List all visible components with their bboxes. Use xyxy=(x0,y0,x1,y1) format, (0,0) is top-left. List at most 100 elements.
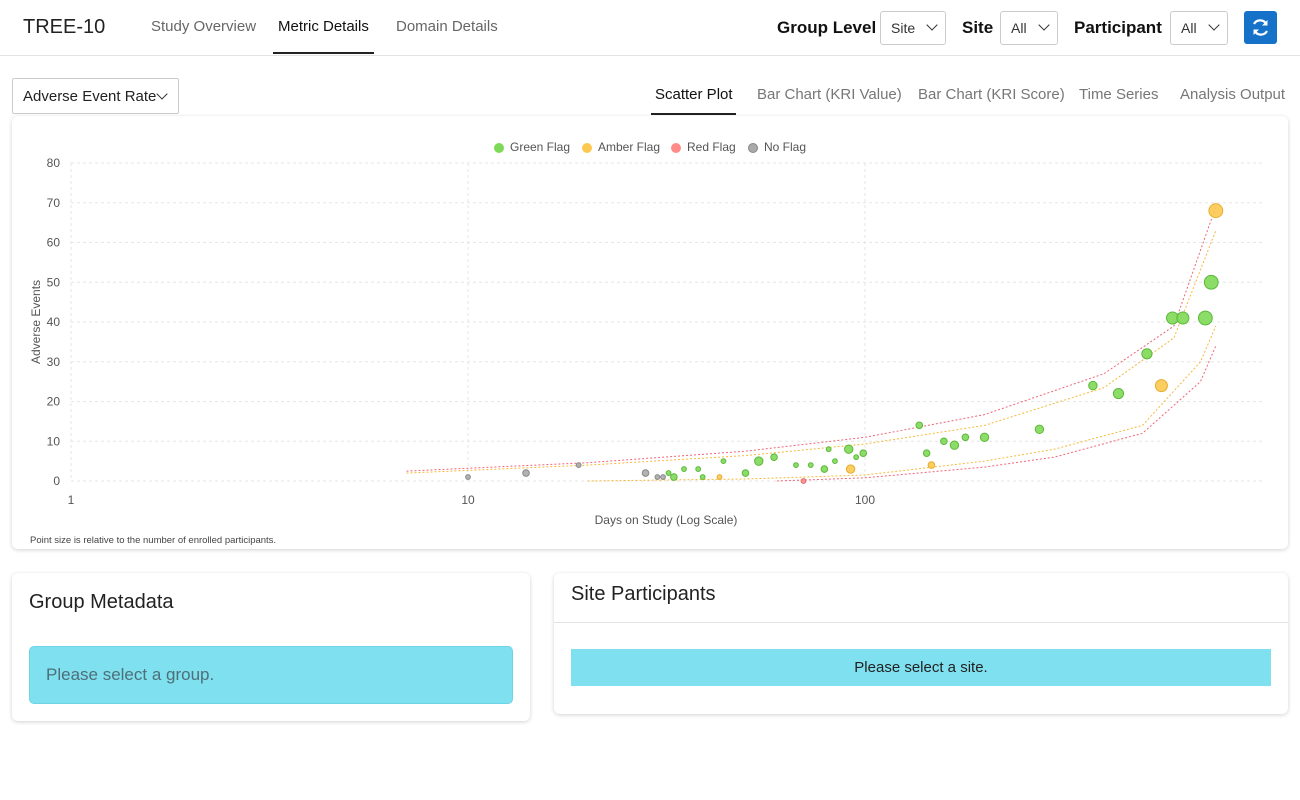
group-metadata-card: Group Metadata Please select a group. xyxy=(12,573,530,721)
data-point[interactable] xyxy=(961,433,970,442)
x-tick-label: 1 xyxy=(68,493,75,507)
chevron-down-icon xyxy=(1208,19,1220,31)
legend-label[interactable]: Red Flag xyxy=(687,140,736,154)
data-point[interactable] xyxy=(1208,203,1224,219)
data-point[interactable] xyxy=(853,454,860,461)
data-point[interactable] xyxy=(465,474,471,480)
data-point[interactable] xyxy=(522,469,530,477)
y-axis-label: Adverse Events xyxy=(29,280,43,364)
data-point[interactable] xyxy=(770,453,778,461)
data-point[interactable] xyxy=(665,470,672,476)
data-point[interactable] xyxy=(670,473,678,481)
legend-marker xyxy=(494,143,504,153)
top-navbar: TREE-10 Study Overview Metric Details Do… xyxy=(0,0,1300,56)
data-point[interactable] xyxy=(825,446,832,453)
tab-scatter-plot[interactable]: Scatter Plot xyxy=(655,86,733,103)
data-point[interactable] xyxy=(832,458,838,465)
y-tick-label: 50 xyxy=(47,275,61,289)
x-tick-label: 100 xyxy=(855,493,875,507)
refresh-icon xyxy=(1253,19,1268,36)
metric-select[interactable]: Adverse Event Rate xyxy=(12,78,179,114)
data-point[interactable] xyxy=(660,474,666,480)
y-tick-label: 80 xyxy=(47,156,61,170)
site-label: Site xyxy=(962,18,994,37)
site-participants-message: Please select a site. xyxy=(854,659,988,676)
group-metadata-alert: Please select a group. xyxy=(29,646,513,704)
participant-value: All xyxy=(1181,20,1197,36)
group-level-label: Group Level xyxy=(777,18,877,37)
legend: Green Flag Amber Flag Red Flag No Flag xyxy=(494,140,806,154)
legend-label[interactable]: Amber Flag xyxy=(598,140,660,154)
threshold-line-amber xyxy=(406,230,1217,474)
tab-bar-chart-kri-value[interactable]: Bar Chart (KRI Value) xyxy=(757,86,902,103)
x-tick-label: 10 xyxy=(461,493,475,507)
tab-bar-chart-kri-score[interactable]: Bar Chart (KRI Score) xyxy=(918,86,1065,103)
y-tick-label: 0 xyxy=(53,474,60,488)
metric-value: Adverse Event Rate xyxy=(23,88,157,105)
data-point[interactable] xyxy=(800,478,807,484)
legend-marker xyxy=(671,143,681,153)
data-point[interactable] xyxy=(681,466,687,472)
legend-label[interactable]: Green Flag xyxy=(510,140,570,154)
group-metadata-title: Group Metadata xyxy=(29,591,174,613)
site-select[interactable]: All xyxy=(1000,11,1058,45)
data-point[interactable] xyxy=(654,474,661,480)
data-point[interactable] xyxy=(845,464,856,474)
group-metadata-message: Please select a group. xyxy=(46,665,215,684)
data-point[interactable] xyxy=(641,469,650,477)
data-point[interactable] xyxy=(949,440,960,450)
data-point[interactable] xyxy=(716,474,723,480)
chevron-down-icon xyxy=(926,19,938,31)
scatter-plot[interactable]: 0 10 20 30 40 50 60 70 80 1 10 100 Green Flag Amber … xyxy=(12,116,1288,549)
data-point[interactable] xyxy=(927,461,936,469)
data-point[interactable] xyxy=(1176,311,1190,325)
tab-domain-details[interactable]: Domain Details xyxy=(396,18,498,35)
participant-label: Participant xyxy=(1074,18,1162,37)
y-tick-label: 10 xyxy=(47,434,61,448)
data-point[interactable] xyxy=(695,466,702,472)
data-point[interactable] xyxy=(699,474,706,480)
data-point[interactable] xyxy=(979,432,990,442)
data-point[interactable] xyxy=(922,449,931,457)
refresh-button[interactable] xyxy=(1244,11,1277,44)
chart-tab-indicator xyxy=(651,113,736,115)
y-tick-label: 20 xyxy=(47,395,61,409)
data-point[interactable] xyxy=(1197,310,1213,326)
data-point[interactable] xyxy=(820,465,829,473)
threshold-line-amber xyxy=(587,325,1217,482)
legend-label[interactable]: No Flag xyxy=(764,140,806,154)
data-point[interactable] xyxy=(754,456,764,466)
data-point[interactable] xyxy=(1203,274,1219,290)
tab-study-overview[interactable]: Study Overview xyxy=(151,18,257,35)
data-point[interactable] xyxy=(1088,380,1098,391)
data-point[interactable] xyxy=(720,458,727,465)
tab-time-series[interactable]: Time Series xyxy=(1079,86,1159,103)
site-participants-title: Site Participants xyxy=(571,583,716,605)
data-point[interactable] xyxy=(793,462,799,469)
axes: 0 10 20 30 40 50 60 70 80 1 10 100 xyxy=(47,156,876,507)
data-point[interactable] xyxy=(575,462,582,469)
data-point[interactable] xyxy=(1154,379,1168,393)
chevron-down-icon xyxy=(1038,19,1050,31)
data-point[interactable] xyxy=(1141,348,1153,360)
data-point[interactable] xyxy=(741,469,750,477)
participant-select[interactable]: All xyxy=(1170,11,1228,45)
threshold-line-red xyxy=(406,206,1217,472)
group-level-value: Site xyxy=(891,20,916,36)
divider xyxy=(554,622,1288,623)
threshold-lines xyxy=(406,206,1217,482)
active-tab-indicator xyxy=(273,52,374,54)
app-title: TREE-10 xyxy=(23,16,106,38)
data-point[interactable] xyxy=(915,421,924,430)
group-level-select[interactable]: Site xyxy=(880,11,946,45)
tab-metric-details[interactable]: Metric Details xyxy=(278,18,369,35)
data-point[interactable] xyxy=(1034,424,1045,435)
scatter-plot-card: 0 10 20 30 40 50 60 70 80 1 10 100 Green Flag Amber … xyxy=(12,116,1288,549)
threshold-line-red xyxy=(776,345,1217,482)
data-point[interactable] xyxy=(844,444,854,454)
data-point[interactable] xyxy=(1112,387,1125,400)
tab-analysis-output[interactable]: Analysis Output xyxy=(1180,86,1286,103)
data-point[interactable] xyxy=(859,449,868,457)
data-point[interactable] xyxy=(940,437,948,446)
data-point[interactable] xyxy=(807,462,814,469)
